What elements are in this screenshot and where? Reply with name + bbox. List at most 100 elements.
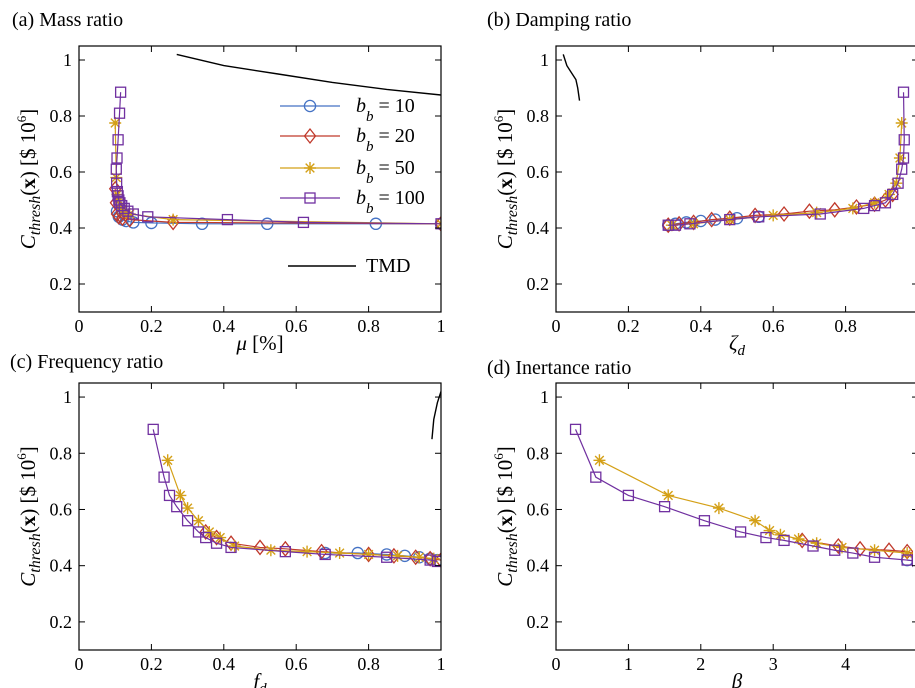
data-point (810, 206, 823, 219)
y-tick-label: 0.6 (50, 162, 73, 182)
y-tick-label: 0.6 (527, 162, 550, 182)
series-line (599, 459, 908, 554)
x-tick-label: 0.8 (357, 654, 380, 674)
data-point (829, 544, 841, 556)
data-point (897, 152, 910, 164)
x-tick-label: 0 (75, 654, 84, 674)
data-point (333, 547, 346, 560)
data-point (381, 551, 393, 563)
x-tick-label: 4 (841, 654, 850, 674)
data-point (181, 502, 194, 515)
data-point (724, 213, 736, 226)
data-point (887, 188, 899, 201)
data-point (362, 546, 375, 563)
chart-title: (a) Mass ratio (12, 9, 123, 31)
data-point (868, 551, 881, 563)
chart-title: (d) Inertance ratio (487, 357, 631, 379)
data-point (828, 201, 842, 218)
data-point (435, 218, 441, 230)
series-area (108, 53, 441, 232)
data-point (171, 501, 183, 513)
data-point (662, 489, 675, 502)
data-point (777, 205, 791, 223)
data-point (301, 545, 314, 558)
data-point (669, 219, 682, 231)
legend-marker (304, 192, 316, 204)
data-point (319, 548, 331, 561)
data-point (846, 202, 859, 215)
data-point (192, 514, 205, 527)
y-tick-label: 0.4 (527, 556, 550, 576)
series-line (152, 429, 438, 563)
data-point (174, 489, 187, 502)
legend-marker (304, 162, 316, 174)
data-point (362, 548, 375, 561)
x-tick-label: 1 (624, 654, 633, 674)
data-point (110, 177, 123, 189)
x-tick-label: 0.2 (140, 654, 163, 674)
series-line (176, 53, 441, 96)
data-point (890, 177, 903, 190)
data-point (120, 206, 133, 219)
data-point (868, 196, 881, 209)
chart-panel: (b) Damping ratio 0 0.2 0.4 0.6 0.8 0.2 0.4 0.6 0… (487, 9, 915, 336)
data-point (753, 211, 765, 223)
data-point (684, 218, 696, 230)
x-tick-label: 0.4 (213, 654, 236, 674)
data-point (142, 211, 154, 223)
y-tick-label: 0.2 (50, 274, 73, 294)
data-point (868, 544, 881, 557)
data-point (882, 542, 896, 559)
data-point (883, 188, 896, 201)
y-tick-label: 0.8 (50, 106, 73, 126)
axes-frame (555, 45, 915, 313)
x-tick-label: 1 (437, 316, 446, 336)
data-point (835, 541, 848, 554)
x-tick-label: 0.4 (213, 316, 236, 336)
x-tick-label: 0.2 (140, 316, 163, 336)
series-line (167, 460, 434, 560)
x-tick-label: 0 (552, 316, 561, 336)
y-tick-label: 1 (63, 387, 72, 407)
data-point (749, 514, 762, 527)
x-tick-label: 0.8 (834, 316, 857, 336)
data-point (110, 163, 122, 175)
y-tick-label: 0.4 (50, 556, 73, 576)
data-point (858, 202, 870, 215)
series-area (562, 54, 910, 234)
y-tick-label: 0.2 (527, 612, 550, 632)
data-point (434, 215, 441, 232)
data-point (297, 216, 310, 229)
data-point (158, 471, 170, 483)
data-point (200, 531, 212, 544)
x-axis-label: fd (253, 669, 267, 688)
data-point (413, 551, 426, 564)
data-point (893, 152, 906, 164)
data-point (113, 107, 126, 119)
x-tick-label: 0.8 (357, 316, 380, 336)
axes-frame (555, 382, 915, 651)
data-point (760, 531, 772, 544)
series-area (569, 423, 913, 568)
data-point (424, 554, 436, 566)
data-point (112, 134, 124, 146)
y-tick-label: 0.4 (50, 218, 73, 238)
data-point (210, 537, 223, 549)
data-point (181, 515, 194, 527)
series-line (431, 391, 441, 440)
x-axis-label: ζd (729, 331, 746, 359)
data-point (163, 489, 176, 502)
y-axis-label: Cthresh(x) [$ 106] (491, 446, 521, 586)
data-point (111, 185, 124, 198)
x-tick-label: 0.6 (285, 316, 308, 336)
x-tick-label: 0 (552, 654, 561, 674)
y-tick-label: 0.8 (527, 106, 550, 126)
data-point (109, 117, 122, 129)
data-point (225, 541, 237, 554)
chart-title: (b) Damping ratio (487, 9, 631, 31)
data-point (127, 208, 139, 220)
data-point (622, 489, 635, 502)
series-line (668, 92, 905, 226)
y-tick-label: 1 (540, 387, 549, 407)
